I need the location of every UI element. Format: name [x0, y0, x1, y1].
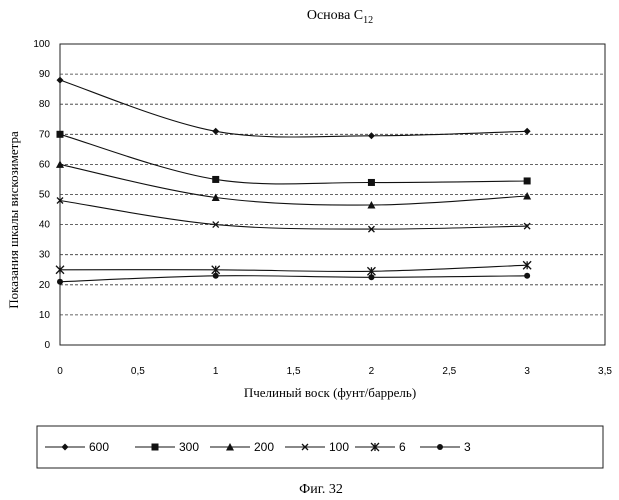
y-tick-label: 30	[39, 250, 51, 261]
series-line-600	[59, 79, 528, 138]
data-point-6	[211, 265, 221, 275]
y-tick-label: 50	[39, 190, 51, 201]
legend-label-6: 6	[399, 440, 406, 454]
legend-marker-3	[437, 444, 443, 450]
y-tick-label: 20	[39, 280, 51, 291]
figure-caption: Фиг. 32	[299, 482, 343, 497]
data-point-300	[212, 175, 220, 183]
y-tick-label: 80	[39, 99, 51, 110]
x-tick-label: 2	[369, 366, 375, 377]
series-markers	[55, 76, 532, 285]
x-tick-label: 3	[524, 366, 530, 377]
y-tick-label: 0	[44, 340, 50, 351]
data-point-100	[56, 197, 64, 204]
data-point-200	[211, 193, 220, 202]
x-tick-label: 1	[213, 366, 219, 377]
data-point-100	[367, 225, 375, 233]
data-point-3	[57, 278, 63, 285]
chart-title: Основа C12	[307, 8, 373, 26]
data-point-600	[367, 132, 375, 140]
series-line-6	[59, 264, 528, 272]
y-tick-label: 100	[33, 39, 50, 50]
legend-label-3: 3	[464, 440, 471, 454]
legend-label-200: 200	[254, 440, 274, 454]
data-point-3	[368, 274, 375, 281]
data-point-100	[212, 221, 220, 229]
y-tick-label: 70	[39, 129, 51, 140]
data-point-3	[212, 272, 219, 279]
legend-label-300: 300	[179, 440, 199, 454]
data-point-200	[56, 160, 64, 168]
x-tick-label: 0	[57, 366, 63, 377]
data-point-3	[524, 272, 531, 279]
series-line-200	[59, 163, 528, 206]
legend-marker-300	[151, 443, 159, 451]
series-line-100	[59, 199, 528, 230]
data-point-600	[56, 76, 64, 84]
y-tick-label: 10	[39, 310, 51, 321]
legend-marker-600	[61, 443, 69, 451]
data-point-6	[522, 260, 532, 270]
x-axis-label: Пчелиный воск (фунт/баррель)	[244, 385, 416, 400]
data-point-300	[56, 130, 64, 138]
tick-labels: 0 10 20 30 40 50 60 70 80 90 100 0 0,5 1 1,5 2 2,5 3 3,5	[33, 39, 612, 377]
data-point-200	[523, 192, 532, 200]
y-tick-label: 90	[39, 69, 51, 80]
data-point-300	[367, 178, 375, 186]
legend-label-100: 100	[329, 440, 349, 454]
x-tick-label: 2,5	[442, 366, 456, 377]
series-line-300	[59, 133, 528, 185]
series-lines	[59, 79, 528, 283]
y-tick-label: 60	[39, 159, 51, 170]
legend-box	[36, 425, 604, 469]
x-tick-label: 1,5	[287, 366, 301, 377]
x-tick-label: 3,5	[598, 366, 612, 377]
legend: 600 300 200 100 6 3	[45, 440, 471, 454]
gridlines	[60, 73, 605, 316]
legend-marker-100	[301, 443, 309, 451]
legend-marker-200	[226, 443, 234, 451]
legend-label-600: 600	[89, 440, 109, 454]
data-point-200	[367, 201, 376, 209]
series-line-3	[59, 275, 528, 283]
data-point-600	[523, 127, 531, 135]
data-point-100	[523, 222, 531, 230]
legend-marker-6	[370, 442, 380, 452]
data-point-600	[212, 127, 220, 135]
data-point-6	[55, 265, 65, 275]
x-tick-label: 0,5	[131, 366, 145, 377]
data-point-300	[523, 177, 531, 185]
data-point-6	[366, 266, 376, 276]
y-axis-label: Показания шкалы вискозиметра	[6, 131, 21, 309]
y-tick-label: 40	[39, 220, 51, 231]
